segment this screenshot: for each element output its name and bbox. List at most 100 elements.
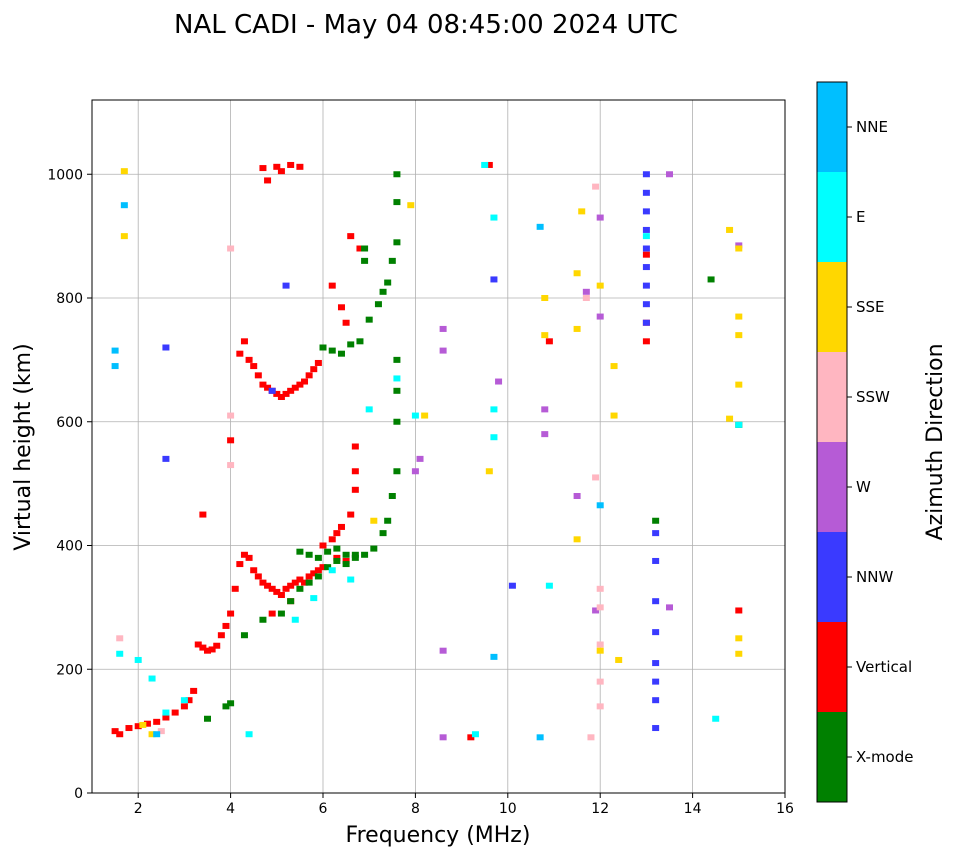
data-point — [545, 338, 553, 345]
data-point — [120, 202, 128, 209]
data-point — [735, 381, 743, 388]
x-tick-label: 4 — [226, 801, 235, 817]
x-axis-ticks: 2 4 6 8 10 12 14 16 — [134, 793, 794, 817]
data-point — [735, 245, 743, 252]
data-point — [374, 301, 382, 308]
colorbar-segment — [817, 352, 847, 442]
colorbar-segment — [817, 82, 847, 172]
data-point — [282, 585, 290, 592]
data-point — [227, 437, 235, 444]
data-point — [333, 530, 341, 537]
data-point — [310, 570, 318, 577]
data-point — [227, 700, 235, 707]
colorbar-tick-label: X-mode — [856, 748, 913, 766]
x-axis-label: Frequency (MHz) — [346, 823, 531, 848]
series-nnw — [162, 171, 660, 732]
data-point — [439, 347, 447, 354]
y-tick-label: 800 — [56, 291, 83, 307]
data-point — [296, 548, 304, 555]
data-point — [490, 434, 498, 441]
colorbar: X-mode Vertical NNW W SSW SSE E NNE — [817, 82, 913, 802]
data-point — [490, 214, 498, 221]
data-point — [116, 650, 124, 657]
data-point — [384, 279, 392, 286]
series-sse — [120, 168, 743, 738]
colorbar-tick-label: W — [856, 478, 871, 496]
data-point — [596, 282, 604, 289]
data-point — [735, 332, 743, 339]
data-point — [582, 295, 590, 301]
data-point — [199, 644, 207, 651]
data-point — [153, 718, 161, 725]
data-point — [199, 511, 207, 518]
data-point — [319, 564, 327, 571]
data-point — [180, 703, 188, 710]
data-point — [282, 282, 290, 289]
data-point — [351, 443, 359, 450]
data-point — [587, 734, 595, 741]
data-point — [384, 517, 392, 524]
data-point — [157, 728, 165, 735]
data-point — [642, 171, 650, 178]
data-point — [324, 564, 332, 571]
data-point — [305, 579, 313, 586]
colorbar-tick-label: SSW — [856, 388, 890, 406]
data-point — [388, 493, 396, 499]
data-point — [471, 731, 479, 738]
data-point — [642, 264, 650, 271]
colorbar-segment — [817, 442, 847, 532]
data-point — [273, 390, 281, 397]
data-point — [264, 384, 272, 391]
data-point — [642, 301, 650, 308]
y-axis-ticks: 0 200 400 600 800 1000 — [47, 167, 92, 802]
data-point — [310, 366, 318, 373]
colorbar-label: Azimuth Direction — [923, 343, 948, 540]
data-point — [361, 551, 369, 558]
data-point — [495, 378, 503, 385]
colorbar-segment — [817, 712, 847, 802]
data-point — [735, 313, 743, 320]
data-point — [254, 372, 262, 379]
data-point — [439, 647, 447, 654]
data-point — [596, 678, 604, 685]
data-point — [592, 607, 600, 614]
x-tick-label: 2 — [134, 801, 143, 817]
colorbar-segment — [817, 532, 847, 622]
data-point — [171, 709, 179, 716]
data-point — [268, 610, 276, 617]
data-point — [652, 530, 660, 537]
data-point — [204, 715, 211, 722]
data-point — [379, 288, 387, 295]
data-point — [393, 468, 401, 475]
data-point — [411, 412, 419, 419]
data-point — [273, 588, 281, 595]
x-tick-label: 16 — [776, 801, 794, 817]
data-point — [545, 582, 553, 589]
colorbar-tick-label: SSE — [856, 298, 885, 316]
data-point — [287, 598, 295, 605]
data-point — [726, 226, 734, 233]
data-point — [337, 304, 345, 311]
data-point — [388, 257, 396, 264]
data-point — [287, 161, 295, 168]
data-point — [342, 319, 350, 326]
data-point — [291, 579, 299, 586]
data-point — [351, 551, 359, 558]
data-point — [333, 545, 341, 552]
series-w — [411, 171, 743, 741]
data-point — [264, 177, 272, 184]
data-point — [333, 554, 341, 561]
data-point — [596, 502, 604, 509]
data-point — [361, 257, 369, 264]
data-point — [596, 703, 604, 710]
data-point — [227, 412, 235, 419]
data-point — [120, 233, 128, 240]
data-point — [365, 316, 373, 323]
data-point — [314, 554, 322, 561]
data-point — [416, 455, 424, 462]
data-point — [259, 579, 267, 586]
data-point — [282, 390, 290, 397]
data-point — [139, 721, 147, 728]
data-point — [735, 421, 743, 428]
x-tick-label: 10 — [499, 801, 517, 817]
